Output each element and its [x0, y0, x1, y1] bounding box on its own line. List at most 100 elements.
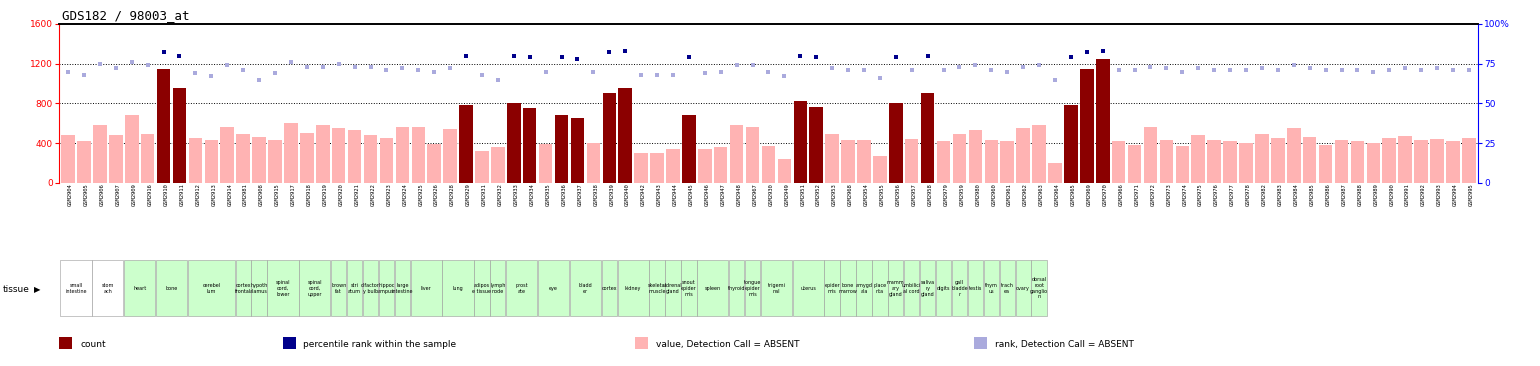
Text: GSM2911: GSM2911: [180, 183, 185, 206]
Bar: [1049, 163, 1061, 183]
Text: trach
ea: trach ea: [1001, 283, 1013, 294]
Bar: [650, 153, 664, 183]
Text: GSM2959: GSM2959: [959, 183, 964, 206]
Point: [103, 66, 128, 71]
Point: [756, 69, 781, 75]
Point: [1186, 66, 1210, 71]
Point: [199, 74, 223, 79]
Text: GSM2991: GSM2991: [1404, 183, 1411, 206]
Bar: [379, 261, 394, 316]
Point: [326, 61, 351, 67]
Text: stom
ach: stom ach: [102, 283, 114, 294]
Point: [836, 67, 861, 73]
Bar: [1318, 145, 1332, 183]
Text: dorsal
root
ganglio
n: dorsal root ganglio n: [1030, 277, 1049, 299]
Bar: [1192, 135, 1204, 183]
Point: [1043, 76, 1067, 82]
Bar: [331, 261, 347, 316]
Text: place
nta: place nta: [873, 283, 887, 294]
Bar: [1255, 134, 1269, 183]
Point: [1377, 67, 1401, 73]
Bar: [348, 130, 362, 183]
Point: [1409, 67, 1434, 73]
Text: GSM2907: GSM2907: [116, 183, 120, 206]
Bar: [300, 133, 314, 183]
Text: cortex: cortex: [602, 286, 618, 291]
Text: GSM2949: GSM2949: [784, 183, 790, 206]
Bar: [285, 123, 297, 183]
Point: [1170, 69, 1195, 75]
Text: stri
atum: stri atum: [348, 283, 360, 294]
Point: [1234, 67, 1258, 73]
Bar: [442, 261, 474, 316]
Text: GSM2916: GSM2916: [148, 183, 152, 206]
Text: GSM2946: GSM2946: [705, 183, 710, 206]
Bar: [618, 261, 648, 316]
Text: saliva
ry
gland: saliva ry gland: [921, 280, 935, 296]
Text: spinal
cord,
lower: spinal cord, lower: [276, 280, 290, 296]
Bar: [539, 144, 553, 183]
Text: GSM2928: GSM2928: [450, 183, 456, 206]
Point: [995, 69, 1019, 75]
Bar: [172, 89, 186, 183]
Text: spleen: spleen: [705, 286, 721, 291]
Point: [565, 56, 590, 62]
Point: [1090, 48, 1115, 54]
Bar: [889, 103, 902, 183]
Bar: [824, 261, 839, 316]
Bar: [602, 93, 616, 183]
Point: [645, 72, 670, 78]
Text: skeletal
muscle: skeletal muscle: [647, 283, 667, 294]
Point: [915, 53, 939, 59]
Text: bone: bone: [165, 286, 177, 291]
Text: brown
fat: brown fat: [331, 283, 347, 294]
Text: testis: testis: [969, 286, 983, 291]
Text: prost
ate: prost ate: [516, 283, 528, 294]
Text: GSM2922: GSM2922: [371, 183, 376, 206]
Point: [1138, 64, 1163, 70]
Point: [342, 64, 367, 70]
Text: GSM2935: GSM2935: [545, 183, 551, 206]
Bar: [967, 261, 983, 316]
Bar: [682, 115, 696, 183]
Text: GSM2979: GSM2979: [944, 183, 949, 206]
Point: [867, 75, 892, 81]
Bar: [999, 261, 1015, 316]
Point: [693, 70, 718, 76]
Bar: [1366, 143, 1380, 183]
Point: [1281, 62, 1306, 68]
Text: large
intestine: large intestine: [391, 283, 413, 294]
Point: [932, 67, 956, 73]
Text: GSM2947: GSM2947: [721, 183, 725, 206]
Text: GSM2933: GSM2933: [514, 183, 519, 206]
Point: [819, 66, 844, 71]
Text: GSM2992: GSM2992: [1421, 183, 1426, 206]
Bar: [587, 143, 601, 183]
Text: GSM2906: GSM2906: [100, 183, 105, 206]
Point: [1424, 66, 1449, 71]
Text: GSM2984: GSM2984: [1294, 183, 1298, 206]
Text: GSM2982: GSM2982: [1261, 183, 1267, 206]
Bar: [952, 261, 967, 316]
Bar: [380, 138, 393, 183]
Bar: [762, 146, 775, 183]
Point: [390, 66, 414, 71]
Bar: [77, 141, 91, 183]
Bar: [698, 149, 711, 183]
Text: GSM2990: GSM2990: [1389, 183, 1394, 206]
Bar: [873, 156, 887, 183]
Bar: [667, 149, 679, 183]
Text: GSM2932: GSM2932: [497, 183, 504, 206]
Text: GSM2924: GSM2924: [402, 183, 408, 206]
Text: GSM2980: GSM2980: [975, 183, 981, 206]
Point: [454, 53, 479, 59]
Bar: [921, 93, 935, 183]
Point: [437, 66, 462, 71]
Bar: [1127, 145, 1141, 183]
Text: tissue: tissue: [3, 285, 29, 294]
Point: [136, 62, 160, 68]
Point: [1058, 54, 1083, 60]
Bar: [490, 261, 505, 316]
Point: [72, 72, 97, 78]
Bar: [570, 261, 601, 316]
